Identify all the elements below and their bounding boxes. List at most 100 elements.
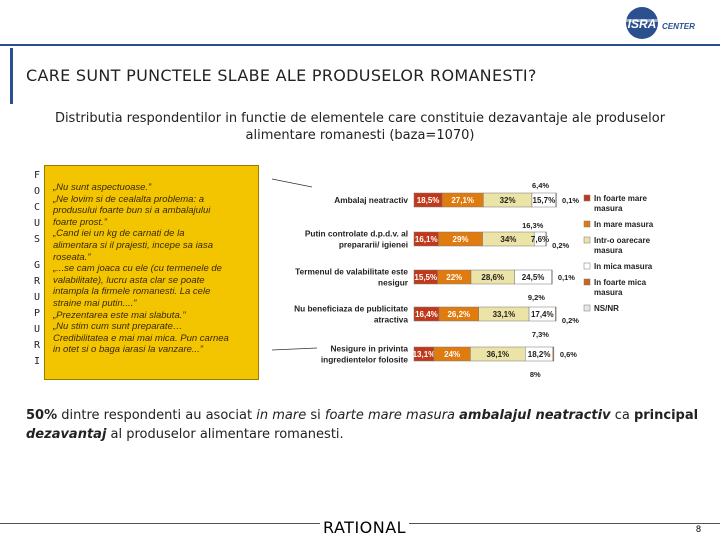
data-label-small: 0,2%	[552, 241, 569, 250]
legend-label-line: In mica masura	[594, 262, 653, 271]
summary-text-part: si	[306, 408, 325, 423]
quote-line: „...se cam joaca cu ele (cu termenele de	[53, 263, 222, 275]
data-label-small: 0,6%	[560, 350, 577, 359]
quote-line: intampla la firmele romanesti. La cele	[53, 286, 211, 298]
title-bar	[10, 48, 710, 104]
connector-line	[271, 347, 318, 351]
side-label-letter: U	[33, 218, 41, 229]
legend-swatch	[583, 194, 591, 202]
data-label-nsnr: 8%	[530, 370, 541, 379]
connector-line	[271, 178, 313, 188]
quote-line: alimentara si il prajesti, incepe sa ias…	[53, 239, 213, 251]
legend-label: In mica masura	[594, 262, 653, 271]
side-label-letter: S	[33, 234, 41, 245]
data-label: 15,7%	[533, 196, 556, 205]
isra-center-logo: ISRA CENTER	[626, 7, 695, 39]
bar-segment	[552, 346, 555, 362]
data-label: 32%	[500, 196, 516, 205]
summary-text: 50% dintre respondenti au asociat in mar…	[26, 406, 706, 444]
data-label: 26,2%	[447, 310, 470, 319]
data-label: 16,1%	[415, 235, 438, 244]
side-label-letter: R	[33, 340, 41, 351]
summary-text-part: foarte mare masura	[324, 408, 456, 423]
category-label: Ambalaj neatractiv	[334, 195, 408, 205]
category-label-line: ingredientelor folosite	[321, 355, 409, 365]
footer-brand: RATIONAL	[320, 518, 410, 537]
side-label-letter: G	[33, 260, 41, 271]
summary-text-part: ca	[610, 408, 634, 423]
data-label: 27,1%	[451, 196, 474, 205]
category-label-line: Putin controlate d.p.d.v. al	[305, 229, 408, 239]
summary-emphasis: dezavantaj	[26, 427, 107, 442]
bar-segment	[555, 306, 557, 322]
data-label-small: 0,1%	[558, 273, 575, 282]
category-label-line: Termenul de valabilitate este	[295, 267, 408, 277]
category-label-line: Nesigure in privinta	[331, 344, 409, 354]
quote-line: produsului foarte bun si a ambalajului	[53, 205, 211, 217]
summary-percent: 50%	[26, 408, 58, 423]
bar-segment	[555, 192, 557, 208]
data-label: 36,1%	[486, 350, 509, 359]
data-label-nsnr: 9,2%	[528, 293, 545, 302]
data-label: 15,5%	[414, 273, 437, 282]
legend-swatch	[583, 262, 591, 270]
category-label: Termenul de valabilitate este nesigur	[295, 267, 409, 288]
side-label-letter: C	[33, 202, 41, 213]
quote-line: „Ne lovim si de cealalta problema: a	[53, 193, 205, 205]
data-label: 17,4%	[531, 310, 554, 319]
focus-group-quotes-box: „Nu sunt aspectuoase.” „Ne lovim si de ce…	[44, 165, 259, 380]
subtitle-line: alimentare romanesti (baza=1070)	[245, 128, 475, 143]
quote-line: straine mai putin....”	[53, 297, 137, 309]
data-label-nsnr: 6,4%	[532, 181, 549, 190]
legend-label-line: In foarte mica	[594, 278, 647, 287]
legend-label: In foarte mare masura	[594, 194, 647, 213]
category-label: Nu beneficiaza de publicitate atractiva	[294, 304, 408, 325]
category-label: Nesigure in privinta ingredientelor folos…	[321, 344, 409, 365]
legend-label: NS/NR	[594, 304, 619, 313]
data-label: 29%	[453, 235, 469, 244]
summary-text-part: in mare	[256, 408, 307, 423]
data-label-nsnr: 7,3%	[532, 330, 549, 339]
category-label-line: nesigur	[378, 278, 409, 288]
data-label: 33,1%	[493, 310, 516, 319]
quote-line: „Prezentarea este mai slabuta.”	[53, 309, 186, 321]
page-number: 8	[696, 524, 702, 534]
category-label-line: Ambalaj neatractiv	[334, 195, 408, 205]
legend-swatch	[583, 304, 591, 312]
subtitle-line: Distributia respondentilor in functie de…	[54, 111, 666, 126]
category-label-line: Nu beneficiaza de publicitate	[294, 304, 408, 314]
quote-line: „Cand iei un kg de carnati de la	[53, 228, 185, 240]
category-label: Putin controlate d.p.d.v. al prepararii/ …	[305, 229, 408, 250]
side-label-letter: O	[33, 186, 41, 197]
legend-label-line: masura	[594, 288, 623, 297]
data-label: 7,6%	[531, 235, 549, 244]
summary-emphasis: ambalajul neatractiv	[459, 408, 611, 423]
page-title: CARE SUNT PUNCTELE SLABE ALE PRODUSELOR …	[26, 66, 537, 85]
logo-subtext: CENTER	[662, 22, 695, 31]
data-label: 34%	[500, 235, 516, 244]
side-label-gap	[30, 248, 44, 258]
quote-line: in otet si o baga iarasi la vanzare...”	[53, 344, 203, 356]
data-label: 18,5%	[417, 196, 440, 205]
legend-label-line: NS/NR	[594, 304, 619, 313]
chart-subtitle: Distributia respondentilor in functie de…	[20, 110, 700, 144]
quote-line: „Nu stim cum sunt preparate…	[53, 321, 183, 333]
side-label-letter: I	[33, 356, 41, 367]
data-label: 24,5%	[522, 273, 545, 282]
legend-label-line: masura	[594, 246, 623, 255]
data-label: 22%	[446, 273, 462, 282]
legend-swatch	[583, 278, 591, 286]
side-label-letter: R	[33, 276, 41, 287]
data-label-nsnr: 16,3%	[522, 221, 544, 230]
quote-line: „Nu sunt aspectuoase.”	[53, 182, 152, 193]
legend-swatch	[583, 220, 591, 228]
legend-swatch	[583, 236, 591, 244]
summary-emphasis: principal	[633, 408, 699, 423]
legend-label-line: In mare masura	[594, 220, 654, 229]
category-label-line: prepararii/ igienei	[339, 240, 408, 250]
data-label: 18,2%	[528, 350, 551, 359]
side-label-letter: F	[33, 170, 41, 181]
legend-label: Intr-o oarecare masura	[594, 236, 651, 255]
category-label-line: atractiva	[374, 315, 409, 325]
